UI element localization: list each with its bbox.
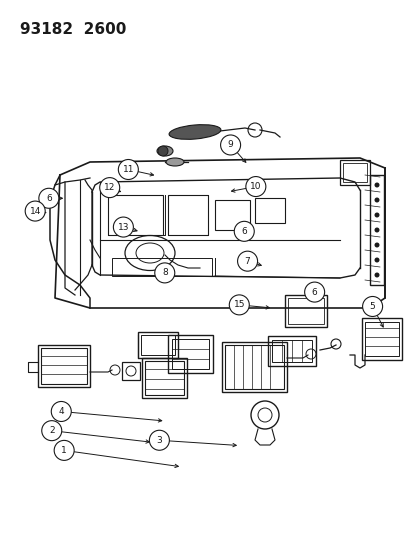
Text: 7: 7: [244, 257, 250, 265]
Text: 15: 15: [233, 301, 244, 309]
Circle shape: [51, 401, 71, 422]
Circle shape: [158, 146, 168, 156]
Text: 6: 6: [241, 227, 247, 236]
Circle shape: [374, 213, 379, 217]
Text: 1: 1: [61, 446, 67, 455]
Circle shape: [25, 201, 45, 221]
Text: 93182  2600: 93182 2600: [20, 22, 126, 37]
Circle shape: [374, 243, 379, 247]
Text: 14: 14: [29, 207, 41, 215]
Circle shape: [42, 421, 62, 441]
Circle shape: [234, 221, 254, 241]
Circle shape: [374, 198, 379, 203]
Text: 4: 4: [58, 407, 64, 416]
Circle shape: [229, 295, 249, 315]
Circle shape: [362, 296, 382, 317]
Text: 5: 5: [369, 302, 375, 311]
Circle shape: [149, 430, 169, 450]
Circle shape: [374, 257, 379, 262]
Text: 6: 6: [46, 194, 52, 203]
Text: 13: 13: [117, 223, 129, 231]
Text: 3: 3: [156, 436, 162, 445]
Text: 10: 10: [249, 182, 261, 191]
Circle shape: [220, 135, 240, 155]
Circle shape: [374, 272, 379, 278]
Text: 9: 9: [227, 141, 233, 149]
Circle shape: [154, 263, 174, 283]
Text: 11: 11: [122, 165, 134, 174]
Circle shape: [113, 217, 133, 237]
Text: 6: 6: [311, 288, 317, 296]
Circle shape: [237, 251, 257, 271]
Circle shape: [374, 228, 379, 232]
Circle shape: [100, 177, 119, 198]
Ellipse shape: [157, 146, 173, 156]
Text: 2: 2: [49, 426, 55, 435]
Circle shape: [118, 159, 138, 180]
Ellipse shape: [169, 125, 221, 139]
Text: 8: 8: [161, 269, 167, 277]
Circle shape: [304, 282, 324, 302]
Text: 12: 12: [104, 183, 115, 192]
Circle shape: [374, 182, 379, 188]
Circle shape: [245, 176, 265, 197]
Ellipse shape: [166, 158, 183, 166]
Circle shape: [54, 440, 74, 461]
Circle shape: [39, 188, 59, 208]
